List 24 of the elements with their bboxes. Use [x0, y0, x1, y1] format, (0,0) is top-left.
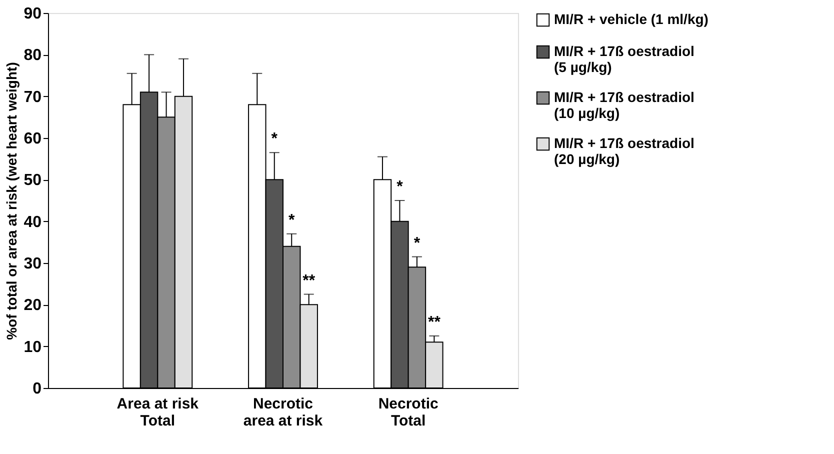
y-axis-title: %of total or area at risk (wet heart weight)	[4, 62, 20, 340]
y-tick-label: 10	[24, 338, 42, 356]
legend-label: MI/R + vehicle (1 ml/kg)	[554, 11, 708, 27]
legend-label: MI/R + 17ß oestradiol (10 µg/kg)	[554, 89, 694, 121]
x-tick-label: Area at risk Total	[116, 396, 200, 430]
x-tick-label: Necrotic Total	[378, 396, 438, 430]
annotation: **	[302, 272, 316, 290]
annotation: *	[271, 130, 278, 148]
annotation: *	[288, 212, 296, 229]
y-tick-label: 0	[32, 380, 42, 398]
y-tick-label: 70	[24, 88, 42, 106]
y-tick-label: 90	[24, 6, 42, 22]
legend-label: MI/R + 17ß oestradiol (5 µg/kg)	[554, 43, 694, 75]
y-tick-label: 80	[24, 47, 42, 64]
y-tick-label: 20	[24, 297, 42, 314]
y-tick-label: 30	[24, 256, 42, 272]
x-tick-label: Necrotic area at risk	[243, 396, 324, 430]
annotation: **	[428, 314, 442, 331]
y-tick-label: 50	[24, 172, 42, 190]
legend-label: MI/R + 17ß oestradiol (20 µg/kg)	[554, 135, 694, 167]
y-tick-label: 40	[24, 214, 42, 231]
y-tick-label: 60	[24, 130, 42, 148]
annotation: *	[396, 178, 404, 196]
annotation: *	[414, 234, 421, 252]
